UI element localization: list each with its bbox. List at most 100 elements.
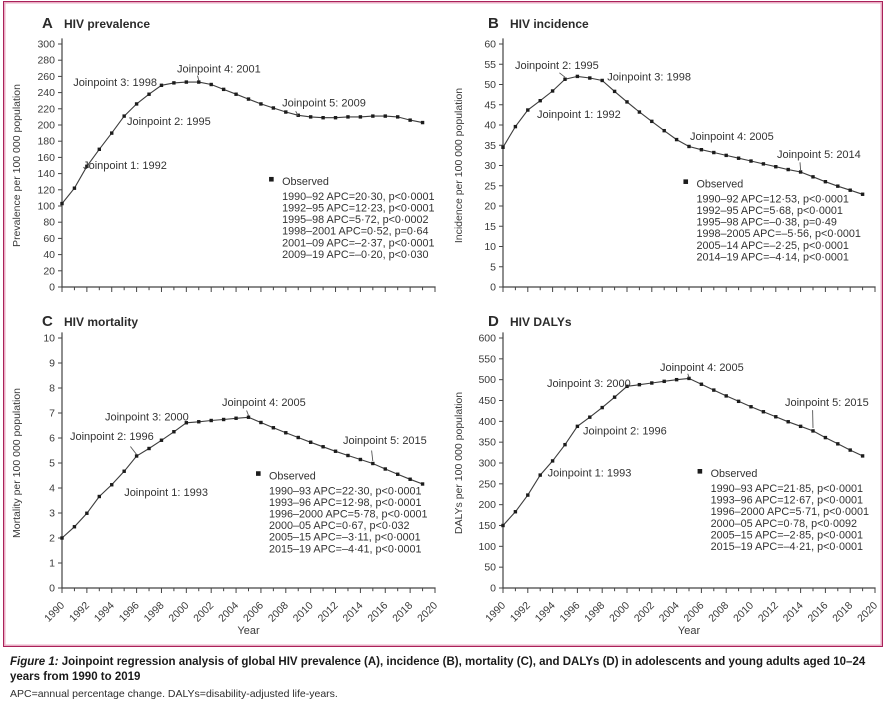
y-tick-label: 80 [43, 217, 55, 229]
y-tick-label: 6 [49, 433, 55, 445]
legend-observed-label: Observed [696, 178, 743, 190]
data-point-marker [724, 153, 728, 158]
x-tick-label: 1998 [582, 600, 607, 625]
joinpoint-leader-line [130, 446, 137, 455]
y-tick-label: 0 [490, 282, 496, 294]
legend-marker-square [269, 176, 274, 182]
y-tick-label: 45 [484, 99, 496, 111]
y-tick-label: 600 [478, 333, 496, 345]
x-tick-label: 2020 [855, 600, 880, 625]
data-point-marker [761, 410, 766, 414]
data-point-marker [296, 435, 300, 440]
data-point-marker [197, 420, 201, 424]
y-tick-label: 120 [37, 184, 55, 196]
data-point-marker [271, 426, 276, 430]
y-tick-label: 40 [484, 120, 496, 132]
data-point-marker [526, 493, 530, 497]
y-tick-label: 50 [484, 79, 496, 91]
data-point-marker [674, 377, 679, 382]
data-point-marker [321, 445, 325, 449]
legend-apc-line: 1990–93 APC=21·85, p<0·0001 [711, 483, 864, 495]
data-point-marker [550, 89, 555, 93]
legend-apc-line: 1992–95 APC=5·68, p<0·0001 [696, 205, 842, 217]
x-tick-label: 1994 [533, 600, 558, 625]
y-tick-label: 50 [484, 562, 496, 574]
panel-title: HIV DALYs [510, 315, 572, 329]
data-point-marker [408, 477, 412, 481]
data-point-marker [259, 420, 263, 425]
data-point-marker [60, 536, 64, 540]
legend-apc-line: 2001–09 APC=–2·37, p<0·0001 [282, 237, 435, 249]
data-point-marker [600, 78, 604, 83]
data-point-marker [625, 100, 629, 104]
joinpoint-label: Joinpoint 1: 1992 [83, 160, 167, 172]
panel-a-hiv-prevalence: A HIV prevalence Prevalence per 100 000 po… [11, 15, 436, 294]
series-line [61, 416, 423, 539]
x-tick-label: 2002 [632, 600, 657, 625]
x-tick-label: 2016 [806, 600, 831, 625]
y-tick-label: 10 [43, 333, 55, 345]
joinpoint-leader-line [559, 72, 566, 78]
panel-d-hiv-dalys: D HIV DALYs DALYs per 100 000 population 0 5… [453, 313, 880, 637]
legend-apc-line: 1996–2000 APC=5·71, p<0·0001 [711, 506, 870, 518]
x-tick-label: 2004 [657, 600, 682, 625]
legend-apc-line: 2015–19 APC=–4·41, p<0·0001 [269, 543, 422, 555]
data-point-marker [513, 124, 518, 129]
data-point-marker [284, 110, 288, 114]
legend-observed-label: Observed [269, 470, 316, 482]
axes: 0 5 10 15 20 25 30 35 40 45 50 55 60 [484, 38, 876, 294]
x-tick-label: 1996 [558, 600, 583, 625]
panel-letter: B [488, 15, 499, 32]
x-tick-label: 1994 [92, 600, 117, 625]
legend-marker-square [683, 179, 689, 184]
figure-caption-title-line: Figure 1: Joinpoint regression analysis … [10, 655, 876, 685]
figure-caption-title: Joinpoint regression analysis of global … [10, 656, 866, 683]
data-point-marker [420, 482, 425, 486]
joinpoint-annotations: Joinpoint 1: 1993 Joinpoint 2: 1996 Joinpo… [70, 397, 427, 499]
x-tick-label: 2018 [390, 600, 415, 625]
data-point-marker [72, 186, 77, 190]
x-tick-label: 1996 [117, 600, 142, 625]
joinpoint-leader-line [799, 162, 802, 171]
panel-b-hiv-incidence: B HIV incidence Incidence per 100 000 popu… [453, 15, 876, 294]
data-point-marker [308, 115, 313, 119]
legend-apc-line: 2005–14 APC=–2·25, p<0·0001 [696, 240, 849, 252]
legend-apc-line: 1995–98 APC=5·72, p<0·0002 [282, 214, 428, 226]
data-point-marker [271, 106, 276, 110]
data-point-marker [383, 114, 387, 118]
y-tick-label: 250 [478, 478, 496, 490]
figure-caption-note: APC=annual percentage change. DALYs=disa… [10, 688, 338, 700]
data-point-marker [650, 119, 654, 124]
series-observed [501, 74, 865, 196]
panel-title: HIV incidence [510, 17, 589, 31]
axes: 0 20 40 60 80 100 120 140 160 180 200 220 240 260 280 3… [37, 38, 436, 294]
y-tick-label: 160 [37, 152, 55, 164]
y-tick-label: 8 [49, 383, 55, 395]
joinpoint-label: Joinpoint 4: 2005 [690, 131, 774, 143]
data-point-marker [408, 118, 412, 122]
legend-apc-line: 2000–05 APC=0·67, p<0·032 [269, 520, 409, 532]
y-tick-label: 40 [43, 249, 55, 261]
legend-apc-line: 2009–19 APC=–0·20, p<0·030 [282, 249, 428, 261]
y-axis-label: Mortality per 100 000 population [11, 388, 23, 538]
data-point-marker [209, 418, 213, 423]
x-tick-label: 2008 [706, 600, 731, 625]
data-point-marker [333, 116, 338, 120]
x-tick-label: 2014 [341, 600, 366, 625]
data-point-marker [860, 454, 865, 458]
y-tick-label: 200 [478, 499, 496, 511]
data-point-marker [358, 115, 363, 119]
data-point-marker [234, 92, 238, 96]
data-point-marker [234, 416, 238, 420]
y-tick-label: 100 [478, 541, 496, 553]
joinpoint-leader-line [687, 373, 690, 378]
data-point-marker [538, 473, 542, 477]
data-point-marker [798, 424, 803, 429]
joinpoint-leader-line [246, 410, 249, 416]
data-point-marker [184, 421, 189, 425]
y-tick-label: 300 [37, 39, 55, 51]
data-point-marker [575, 424, 580, 429]
data-point-marker [122, 469, 126, 473]
x-axis-label: Year [678, 625, 701, 637]
data-point-marker [860, 192, 865, 196]
